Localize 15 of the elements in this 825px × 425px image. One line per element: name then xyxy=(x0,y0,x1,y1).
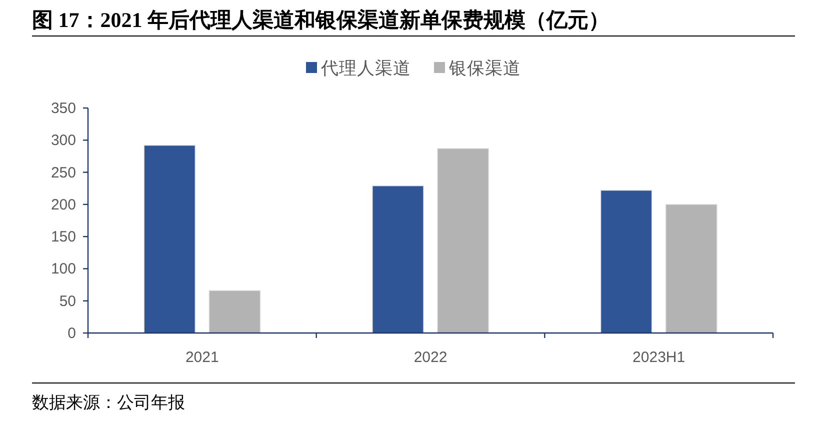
y-tick-label: 200 xyxy=(50,196,76,214)
legend-label: 银保渠道 xyxy=(448,58,521,78)
x-tick-label: 2022 xyxy=(414,349,448,366)
y-tick-label: 350 xyxy=(50,100,76,117)
y-tick-label: 100 xyxy=(50,260,76,278)
y-tick-label: 0 xyxy=(68,325,76,342)
y-tick-label: 300 xyxy=(50,132,76,150)
y-tick-label: 150 xyxy=(50,228,76,246)
x-tick-label: 2021 xyxy=(185,349,219,366)
x-tick-label: 2023H1 xyxy=(632,349,686,366)
y-tick-label: 250 xyxy=(50,164,76,182)
source-note: 数据来源：公司年报 xyxy=(32,393,185,412)
y-tick-label: 50 xyxy=(59,292,76,310)
legend-label: 代理人渠道 xyxy=(320,58,411,78)
title: 图 17：2021 年后代理人渠道和银保渠道新单保费规模（亿元） xyxy=(32,8,610,32)
